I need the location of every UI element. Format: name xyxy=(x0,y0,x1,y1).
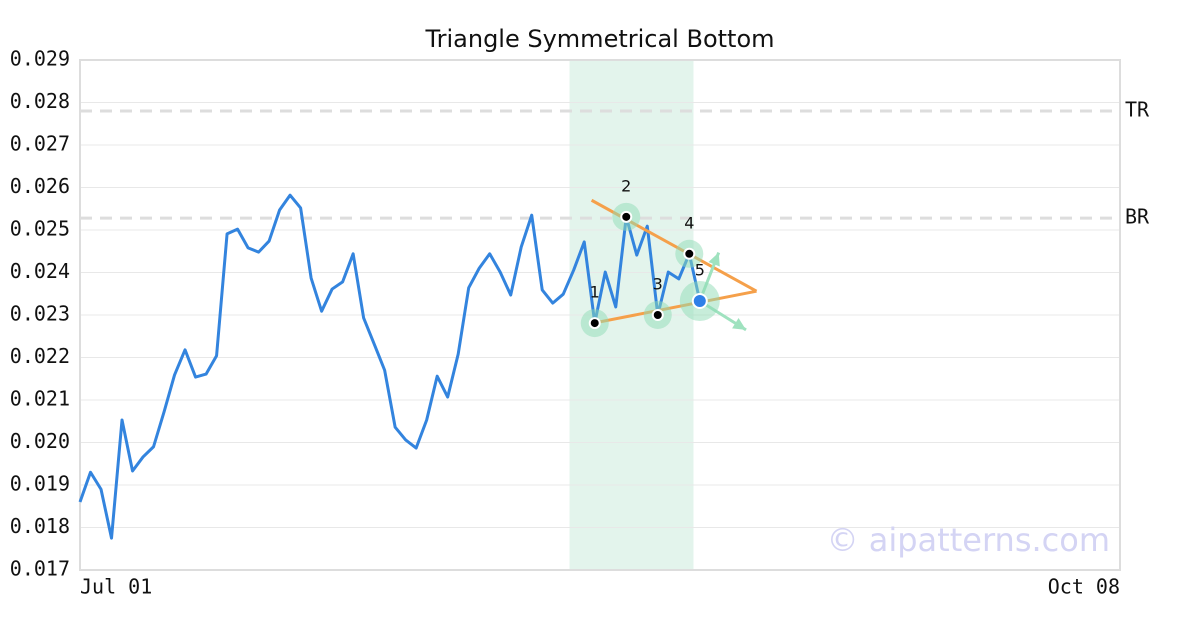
level-label: TR xyxy=(1125,98,1150,122)
pattern-point xyxy=(620,210,633,223)
x-tick-label: Jul 01 xyxy=(80,575,152,599)
point-label: 5 xyxy=(695,260,705,279)
arrow-head xyxy=(708,252,720,267)
point-label: 4 xyxy=(684,213,694,232)
y-tick-label: 0.027 xyxy=(10,132,70,156)
y-tick-label: 0.023 xyxy=(10,302,70,326)
watermark: © aipatterns.com xyxy=(827,521,1110,559)
y-tick-label: 0.017 xyxy=(10,557,70,581)
y-tick-label: 0.026 xyxy=(10,174,70,198)
pattern-point xyxy=(651,309,664,321)
y-tick-label: 0.020 xyxy=(10,429,70,453)
pattern-point xyxy=(588,317,601,330)
y-tick-label: 0.018 xyxy=(10,514,70,538)
pattern-point xyxy=(691,292,708,309)
arrow-head xyxy=(732,318,747,330)
y-tick-label: 0.024 xyxy=(10,259,70,283)
triangle-line xyxy=(593,289,757,325)
y-tick-label: 0.021 xyxy=(10,387,70,411)
y-tick-label: 0.025 xyxy=(10,217,70,241)
y-tick-label: 0.022 xyxy=(10,344,70,368)
x-tick-label: Oct 08 xyxy=(1048,575,1120,599)
point-label: 3 xyxy=(653,275,663,294)
y-tick-label: 0.029 xyxy=(10,47,70,71)
plot-border xyxy=(79,59,1121,571)
point-label: 2 xyxy=(621,176,631,195)
y-tick-label: 0.028 xyxy=(10,89,70,113)
level-label: BR xyxy=(1125,205,1150,229)
y-tick-label: 0.019 xyxy=(10,472,70,496)
pattern-point xyxy=(683,247,696,260)
point-label: 1 xyxy=(590,283,600,302)
chart-title: Triangle Symmetrical Bottom xyxy=(424,25,774,53)
